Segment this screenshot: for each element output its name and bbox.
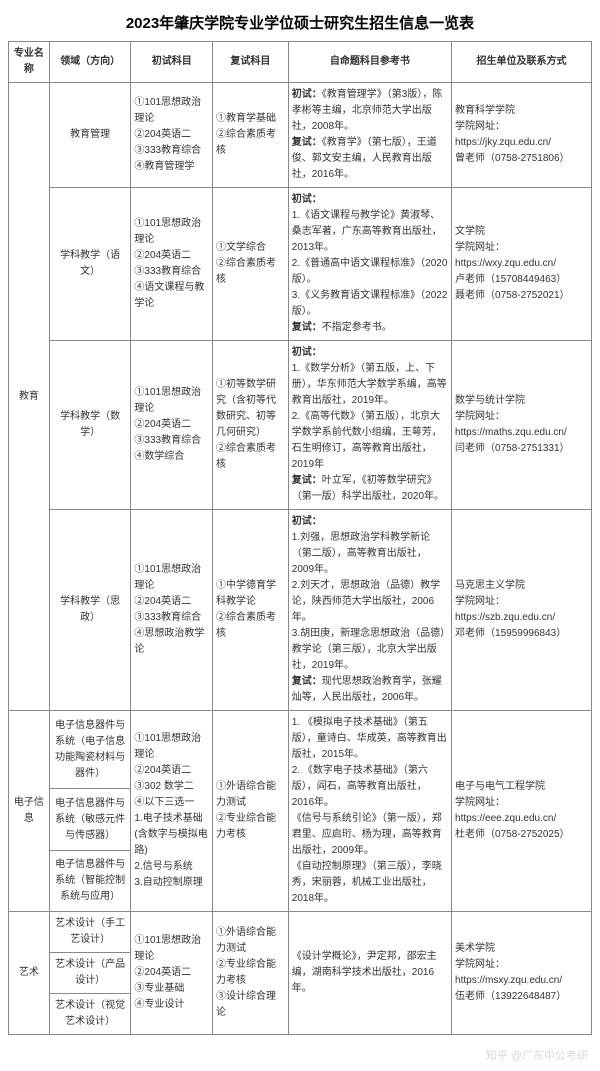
major-cell: 电子信息 — [9, 711, 50, 912]
retest-cell: ①教育学基础②综合素质考核 — [213, 83, 289, 188]
re-label: 复试： — [292, 137, 322, 148]
col-retest: 复试科目 — [213, 42, 289, 83]
init-ref: 1.《语文课程与教学论》黄淑琴、桑志军著，广东高等教育出版社，2013年。2.《… — [292, 210, 448, 317]
table-row: 艺术 艺术设计（手工艺设计） ①101思想政治理论②204英语二③专业基础④专业… — [9, 912, 592, 953]
table-header-row: 专业名称 领域（方向） 初试科目 复试科目 自命题科目参考书 招生单位及联系方式 — [9, 42, 592, 83]
ref-cell: 初试： 1.《数学分析》（第五版，上、下册），华东师范大学数学系编，高等教育出版社… — [288, 341, 451, 510]
field-cell: 艺术设计（手工艺设计） — [49, 912, 131, 953]
contact-cell: 文学院学院网址：https://wxy.zqu.edu.cn/卢老师（15708… — [452, 188, 592, 341]
init-ref: 1.《数学分析》（第五版，上、下册），华东师范大学数学系编，高等教育出版社，20… — [292, 363, 447, 470]
field-cell: 电子信息器件与系统（电子信息功能陶瓷材料与器件） — [49, 711, 131, 789]
field-cell: 艺术设计（视觉艺术设计） — [49, 994, 131, 1035]
table-row: 学科教学（思政） ①101思想政治理论②204英语二③333教育综合④思想政治教… — [9, 510, 592, 711]
field-cell: 学科教学（数学） — [49, 341, 131, 510]
enrollment-table: 专业名称 领域（方向） 初试科目 复试科目 自命题科目参考书 招生单位及联系方式… — [8, 41, 592, 1035]
init-label: 初试： — [292, 516, 322, 527]
init-label: 初试： — [292, 89, 322, 100]
retest-cell: ①文学综合②综合素质考核 — [213, 188, 289, 341]
col-contact: 招生单位及联系方式 — [452, 42, 592, 83]
ref-cell: 初试： 1.刘强，思想政治学科教学新论（第二版），高等教育出版社，2009年。2.… — [288, 510, 451, 711]
re-label: 复试： — [292, 676, 322, 687]
col-major: 专业名称 — [9, 42, 50, 83]
ref-cell: 《设计学概论》，尹定邦，邵宏主编，湖南科学技术出版社，2016年。 — [288, 912, 451, 1035]
retest-cell: ①中学德育学科教学论②综合素质考核 — [213, 510, 289, 711]
prelim-cell: ①101思想政治理论②204英语二③333教育综合④教育管理学 — [131, 83, 213, 188]
field-cell: 学科教学（语文） — [49, 188, 131, 341]
field-cell: 艺术设计（产品设计） — [49, 953, 131, 994]
field-cell: 教育管理 — [49, 83, 131, 188]
col-ref: 自命题科目参考书 — [288, 42, 451, 83]
field-cell: 电子信息器件与系统（智能控制系统与应用） — [49, 850, 131, 911]
table-row: 学科教学（数学） ①101思想政治理论②204英语二③333教育综合④数学综合 … — [9, 341, 592, 510]
ref-cell: 1. 《模拟电子技术基础》（第五版），童诗白、华成英，高等教育出版社，2015年… — [288, 711, 451, 912]
retest-cell: ①外语综合能力测试②专业综合能力考核 — [213, 711, 289, 912]
table-row: 电子信息 电子信息器件与系统（电子信息功能陶瓷材料与器件） ①101思想政治理论… — [9, 711, 592, 789]
page-title: 2023年肇庆学院专业学位硕士研究生招生信息一览表 — [8, 12, 592, 33]
ref-cell: 初试：《教育管理学》（第3版），陈孝彬等主编，北京师范大学出版社，2008年。 … — [288, 83, 451, 188]
ref-cell: 初试： 1.《语文课程与教学论》黄淑琴、桑志军著，广东高等教育出版社，2013年。… — [288, 188, 451, 341]
prelim-cell: ①101思想政治理论②204英语二③专业基础④专业设计 — [131, 912, 213, 1035]
contact-cell: 数学与统计学院学院网址：https://maths.zqu.edu.cn/闫老师… — [452, 341, 592, 510]
retest-cell: ①初等数学研究（含初等代数研究、初等几何研究）②综合素质考核 — [213, 341, 289, 510]
table-row: 教育 教育管理 ①101思想政治理论②204英语二③333教育综合④教育管理学 … — [9, 83, 592, 188]
table-row: 学科教学（语文） ①101思想政治理论②204英语二③333教育综合④语文课程与… — [9, 188, 592, 341]
re-label: 复试： — [292, 322, 322, 333]
init-label: 初试： — [292, 347, 322, 358]
contact-cell: 美术学院学院网址：https://msxy.zqu.edu.cn/伍老师（139… — [452, 912, 592, 1035]
prelim-cell: ①101思想政治理论②204英语二③302 数学二④以下三选一1.电子技术基础(… — [131, 711, 213, 912]
field-cell: 电子信息器件与系统（敏感元件与传感器） — [49, 789, 131, 850]
major-cell: 教育 — [9, 83, 50, 711]
re-label: 复试： — [292, 475, 322, 486]
contact-cell: 马克思主义学院学院网址：https://szb.zqu.edu.cn/邓老师（1… — [452, 510, 592, 711]
prelim-cell: ①101思想政治理论②204英语二③333教育综合④语文课程与教学论 — [131, 188, 213, 341]
prelim-cell: ①101思想政治理论②204英语二③333教育综合④思想政治教学论 — [131, 510, 213, 711]
watermark: 知乎 @广东中公考研 — [486, 1047, 588, 1063]
re-ref: 不指定参考书。 — [322, 322, 392, 333]
contact-cell: 电子与电气工程学院学院网址：https://eee.zqu.edu.cn/杜老师… — [452, 711, 592, 912]
col-field: 领域（方向） — [49, 42, 131, 83]
retest-cell: ①外语综合能力测试②专业综合能力考核③设计综合理论 — [213, 912, 289, 1035]
major-cell: 艺术 — [9, 912, 50, 1035]
contact-cell: 教育科学学院学院网址：https://jky.zqu.edu.cn/曾老师（07… — [452, 83, 592, 188]
init-ref: 1.刘强，思想政治学科教学新论（第二版），高等教育出版社，2009年。2.刘天才… — [292, 532, 445, 671]
init-label: 初试： — [292, 194, 322, 205]
prelim-cell: ①101思想政治理论②204英语二③333教育综合④数学综合 — [131, 341, 213, 510]
field-cell: 学科教学（思政） — [49, 510, 131, 711]
col-prelim: 初试科目 — [131, 42, 213, 83]
